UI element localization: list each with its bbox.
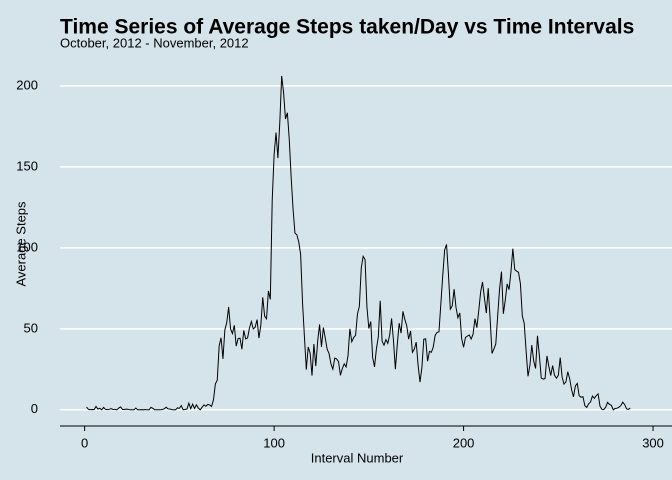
chart-subtitle: October, 2012 - November, 2012	[60, 35, 249, 50]
x-tick-label: 0	[81, 435, 88, 450]
chart-title: Time Series of Average Steps taken/Day v…	[60, 16, 634, 39]
y-tick-label: 0	[31, 401, 38, 416]
x-tick-label: 100	[263, 435, 285, 450]
x-tick-label: 200	[453, 435, 475, 450]
x-tick-label: 300	[642, 435, 664, 450]
x-axis-label: Interval Number	[311, 450, 404, 465]
y-axis-label: Average Steps	[13, 201, 28, 287]
y-tick-label: 200	[16, 77, 38, 92]
y-tick-label: 50	[24, 320, 38, 335]
y-tick-label: 150	[16, 158, 38, 173]
series-line	[86, 75, 631, 411]
y-tick-label: 100	[16, 239, 38, 254]
